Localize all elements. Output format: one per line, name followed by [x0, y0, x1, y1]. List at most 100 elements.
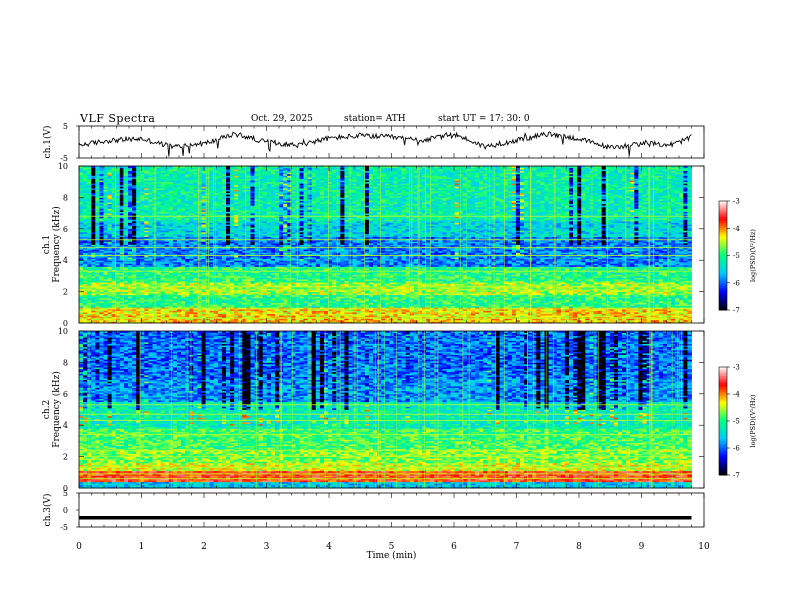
ch1-spec-cell	[193, 228, 198, 231]
ch1-spec-cell	[160, 178, 166, 181]
ch1-spec-cell	[144, 209, 149, 212]
ch1-spec-cell	[99, 304, 104, 307]
ch1-spec-cell	[107, 279, 113, 282]
ch1-spec-cell	[107, 290, 113, 292]
ch1-spec-cell	[83, 297, 88, 300]
ch1-spec-cell	[115, 249, 121, 252]
ch1-spec-cell	[189, 224, 194, 227]
ch1-spec-cell	[115, 252, 121, 255]
ch1-spec-cell	[201, 271, 206, 274]
ch1-spec-cell	[156, 313, 162, 316]
ch1-spec-cell	[91, 228, 96, 231]
ch1-spec-cell	[168, 173, 174, 176]
ch1-spec-cell	[172, 268, 178, 271]
ch1-spec-cell	[115, 255, 121, 258]
ch1-spec-cell	[132, 209, 137, 212]
ch1-spec-cell	[119, 173, 125, 176]
ch1-spec-cell	[168, 285, 174, 288]
ch1-spec-cell	[189, 274, 194, 277]
ch1-spec-cell	[136, 305, 141, 308]
ch1-spec-cell	[177, 173, 182, 176]
ch1-spec-cell	[185, 231, 190, 234]
ch1-spec-cell	[132, 175, 137, 178]
ch1-spec-cell	[144, 291, 149, 294]
ch1-spec-cell	[185, 291, 190, 294]
ch1-spec-cell	[103, 299, 108, 302]
ch1-spec-cell	[115, 269, 121, 272]
ch1-spec-cell	[91, 247, 96, 250]
ch1-spec-cell	[168, 280, 174, 283]
ch1-spec-cell	[103, 250, 108, 253]
ch1-spec-cell	[99, 285, 104, 288]
ch1-spec-cell	[119, 225, 125, 228]
ch1-spec-cell	[136, 195, 141, 198]
ch1-spec-cell	[160, 260, 166, 263]
ch1-spec-cell	[115, 271, 121, 274]
ch1-spec-cell	[128, 307, 133, 310]
ch1-spec-cell	[185, 293, 190, 296]
ch1-spec-cell	[119, 214, 125, 217]
ch1-spec-cell	[177, 282, 182, 285]
ch1-spec-cell	[136, 271, 141, 274]
ch1-spec-cell	[185, 181, 190, 184]
ch1-spec-cell	[193, 247, 198, 250]
ch1-spec-cell	[111, 200, 117, 203]
ch1-spec-cell	[119, 280, 125, 283]
ch1-spec-cell	[168, 214, 174, 217]
ch1-spec-cell	[168, 260, 174, 263]
ch1-spec-cell	[140, 283, 145, 286]
ch1-spec-cell	[123, 301, 129, 303]
ch1-spec-cell	[111, 170, 117, 173]
ch1-spec-cell	[181, 211, 186, 214]
ch1-spec-cell	[193, 219, 198, 222]
ch1-spec-cell	[172, 181, 178, 184]
ch1-spec-cell	[201, 272, 206, 275]
ch1-spec-cell	[83, 313, 88, 316]
ch1-spec-cell	[168, 197, 174, 200]
ch1-spec-cell	[201, 290, 206, 292]
ch1-spec-cell	[79, 230, 84, 233]
ch1-spec-cell	[185, 173, 190, 176]
ch1-spec-cell	[156, 189, 162, 192]
ch1-spec-cell	[115, 299, 121, 302]
ch1-spec-cell	[87, 283, 92, 286]
ch1-spec-cell	[83, 261, 88, 264]
ch1-spec-cell	[181, 200, 186, 203]
ch1-spec-cell	[83, 186, 88, 189]
ch1-spec-cell	[103, 247, 108, 250]
ch1-spec-cell	[189, 257, 194, 260]
ch1-spec-cell	[128, 208, 133, 211]
ch1-spec-cell	[189, 184, 194, 187]
ch1-spec-cell	[160, 167, 166, 170]
ch1-spec-cell	[103, 264, 108, 267]
ch1-spec-cell	[87, 249, 92, 252]
ch1-spec-cell	[87, 263, 92, 266]
ch1-spec-cell	[189, 305, 194, 308]
ch1-spec-cell	[148, 288, 153, 291]
ch1-spec-cell	[185, 186, 190, 189]
ch1-spec-cell	[148, 166, 153, 168]
ch1-spec-cell	[156, 310, 162, 313]
ch1-spec-cell	[160, 272, 166, 275]
ch1-spec-cell	[115, 170, 121, 173]
ch1-spec-cell	[177, 318, 182, 321]
ch1-spec-cell	[128, 189, 133, 192]
ch1-spec-cell	[91, 224, 96, 227]
ch1-spec-cell	[132, 308, 137, 311]
ch1-spec-cell	[95, 205, 100, 208]
ch1-spec-cell	[87, 183, 92, 186]
ch1-spec-cell	[123, 208, 129, 211]
ch1-spec-cell	[181, 197, 186, 200]
ch1-spec-cell	[107, 291, 113, 294]
ch1-spec-cell	[95, 249, 100, 252]
ch1-spec-cell	[91, 260, 96, 263]
ch1-spec-cell	[87, 308, 92, 311]
ch1-spec-cell	[164, 220, 170, 223]
ch1-spec-cell	[111, 205, 117, 208]
ch1-spec-cell	[185, 290, 190, 292]
ch1-spec-cell	[132, 228, 137, 231]
ch1-spec-cell	[103, 242, 108, 245]
ch1-spec-cell	[111, 299, 117, 302]
ch1-spec-cell	[87, 290, 92, 292]
ch1-spec-cell	[164, 214, 170, 217]
